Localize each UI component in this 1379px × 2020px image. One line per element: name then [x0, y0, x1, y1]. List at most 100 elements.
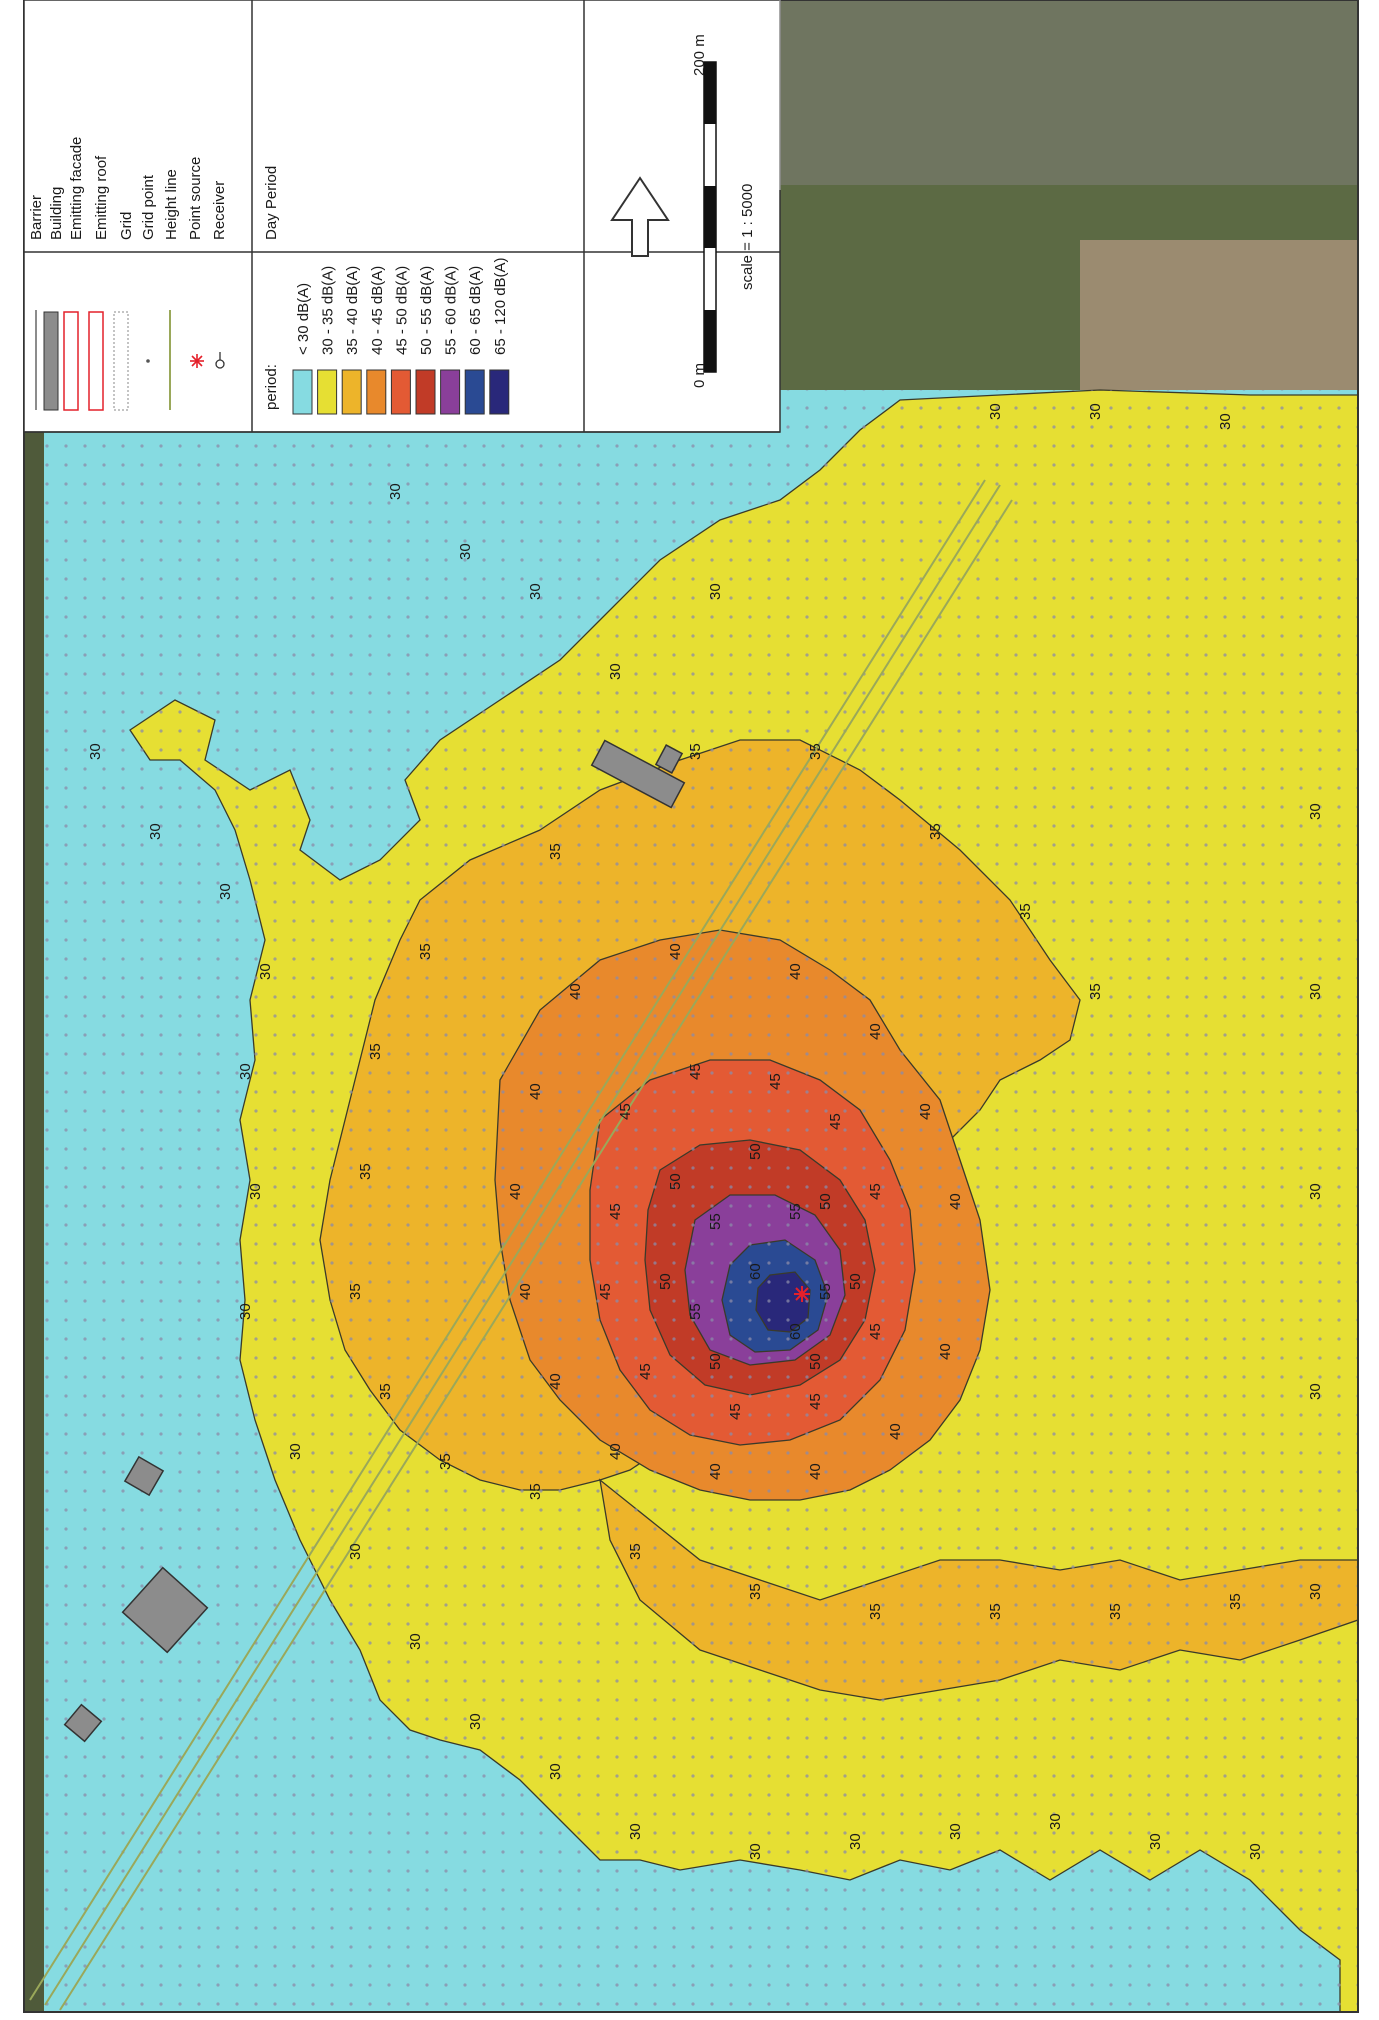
contour-value-label: 30: [387, 483, 404, 500]
scale-ratio-label: scale = 1 : 5000: [739, 184, 756, 290]
contour-value-label: 45: [807, 1393, 824, 1410]
contour-value-label: 40: [887, 1423, 904, 1440]
level-swatch: [366, 369, 387, 415]
contour-value-label: 50: [807, 1353, 824, 1370]
level-class-label: < 30 dB(A): [295, 283, 312, 355]
contour-value-label: 40: [567, 983, 584, 1000]
contour-value-label: 40: [937, 1343, 954, 1360]
building-swatch-icon: [43, 311, 59, 411]
contour-value-label: 30: [1307, 1183, 1324, 1200]
level-class-label: 30 - 35 dB(A): [320, 266, 337, 355]
level-class-label: 50 - 55 dB(A): [418, 266, 435, 355]
contour-value-label: 45: [637, 1363, 654, 1380]
level-class-label: 60 - 65 dB(A): [467, 266, 484, 355]
contour-value-label: 35: [527, 1483, 544, 1500]
contour-value-label: 40: [707, 1463, 724, 1480]
contour-value-label: 45: [597, 1283, 614, 1300]
contour-value-label: 30: [1307, 1583, 1324, 1600]
grid-point-icon: [146, 359, 150, 363]
contour-value-label: 35: [377, 1383, 394, 1400]
contour-value-label: 55: [687, 1303, 704, 1320]
level-swatch: [415, 369, 436, 415]
contour-value-label: 30: [607, 663, 624, 680]
contour-value-label: 50: [747, 1143, 764, 1160]
contour-value-label: 30: [237, 1303, 254, 1320]
contour-value-label: 35: [987, 1603, 1004, 1620]
contour-value-label: 55: [707, 1213, 724, 1230]
contour-value-label: 30: [457, 543, 474, 560]
level-class-label: 55 - 60 dB(A): [443, 266, 460, 355]
scale-start-label: 0 m: [691, 363, 708, 388]
contour-value-label: 45: [607, 1203, 624, 1220]
contour-value-label: 30: [1307, 803, 1324, 820]
contour-value-label: 30: [287, 1443, 304, 1460]
scale-end-label: 200 m: [691, 34, 708, 76]
emitting-roof-icon: [88, 311, 104, 411]
building-2: [121, 1566, 209, 1654]
building-3: [63, 1703, 103, 1743]
contour-value-label: 35: [1107, 1603, 1124, 1620]
level-swatch: [292, 369, 313, 415]
receiver-flag-icon: [215, 352, 225, 369]
building-4: [590, 739, 686, 809]
contour-value-label: 40: [667, 943, 684, 960]
contour-value-label: 30: [747, 1843, 764, 1860]
legend-receiver: Receiver: [211, 181, 228, 240]
contour-value-label: 45: [687, 1063, 704, 1080]
contour-value-label: 40: [517, 1283, 534, 1300]
level-class-label: 45 - 50 dB(A): [393, 266, 410, 355]
level-class-list: < 30 dB(A) 30 - 35 dB(A) 35 - 40 dB(A) 40 -…: [292, 257, 510, 415]
contour-value-label: 50: [657, 1273, 674, 1290]
contour-value-label: 30: [947, 1823, 964, 1840]
contour-value-label: 30: [257, 963, 274, 980]
legend-emitting-facade: Emitting facade: [68, 137, 85, 240]
contour-value-label: 30: [1047, 1813, 1064, 1830]
contour-value-label: 50: [817, 1193, 834, 1210]
legend-building: Building: [48, 187, 65, 240]
contour-value-label: 30: [527, 583, 544, 600]
contour-value-label: 45: [867, 1323, 884, 1340]
contour-value-label: 30: [467, 1713, 484, 1730]
contour-value-label: 30: [247, 1183, 264, 1200]
contour-value-label: 45: [727, 1403, 744, 1420]
legend-grid-point: Grid point: [140, 174, 157, 240]
contour-value-label: 35: [867, 1603, 884, 1620]
contour-value-label: 35: [437, 1453, 454, 1470]
contour-value-label: 30: [1307, 1383, 1324, 1400]
corridor-lines: [29, 479, 1013, 2011]
level-swatch: [440, 369, 461, 415]
map-frame: [23, 0, 1359, 2013]
contour-value-label: 35: [417, 943, 434, 960]
level-class-label: 40 - 45 dB(A): [369, 266, 386, 355]
contour-value-label: 30: [547, 1763, 564, 1780]
contour-value-label: 30: [1087, 403, 1104, 420]
legend-height-line: Height line: [163, 169, 180, 240]
north-arrow-icon: [610, 176, 670, 257]
contour-value-label: 30: [1217, 413, 1234, 430]
symbol-legend: Barrier Building Emitting facade Emittin…: [28, 137, 228, 411]
contour-value-label: 35: [1017, 903, 1034, 920]
legend-grid: Grid: [118, 212, 135, 240]
contour-value-label: 40: [607, 1443, 624, 1460]
contour-value-label: 60: [787, 1323, 804, 1340]
legend-panel: Barrier Building Emitting facade Emittin…: [23, 0, 781, 433]
contour-value-label: 30: [347, 1543, 364, 1560]
legend-period-label: period:: [263, 364, 280, 410]
level-swatch: [464, 369, 485, 415]
contour-value-label: 30: [407, 1633, 424, 1650]
contour-value-label: 55: [787, 1203, 804, 1220]
contour-value-label: 35: [687, 743, 704, 760]
contour-value-label: 50: [707, 1353, 724, 1370]
contour-value-label: 35: [927, 823, 944, 840]
contour-value-label: 60: [747, 1263, 764, 1280]
contour-value-label: 30: [627, 1823, 644, 1840]
contour-value-label: 30: [217, 883, 234, 900]
contour-value-label: 40: [807, 1463, 824, 1480]
contour-value-label: 40: [947, 1193, 964, 1210]
grid-points-overlay: [44, 390, 1358, 2012]
contour-value-label: 30: [1307, 983, 1324, 1000]
level-class-label: 65 - 120 dB(A): [492, 257, 509, 355]
emitting-facade-icon: [63, 311, 79, 411]
level-class-label: 35 - 40 dB(A): [344, 266, 361, 355]
contour-value-label: 45: [827, 1113, 844, 1130]
